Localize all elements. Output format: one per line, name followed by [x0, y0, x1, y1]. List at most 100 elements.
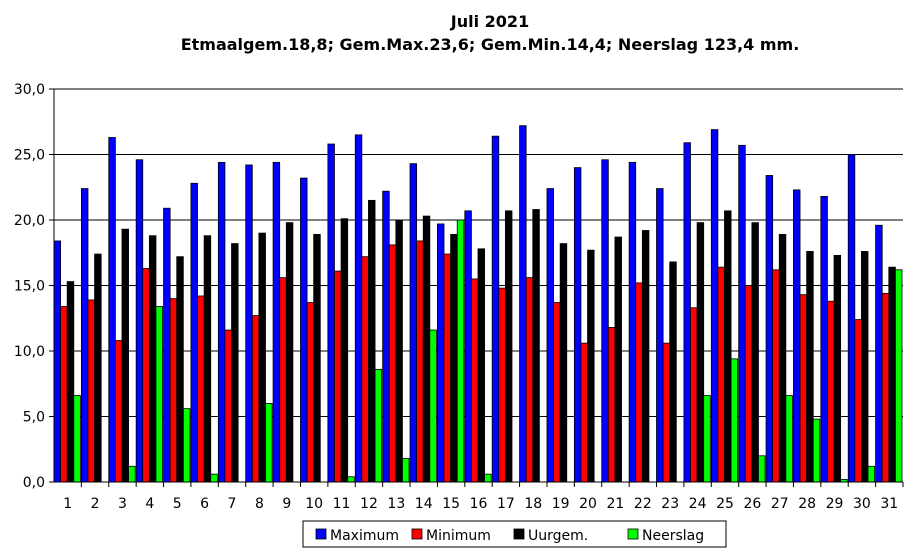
bar-uurgem — [778, 234, 787, 483]
bar-maximum — [464, 210, 472, 483]
bar-maximum — [409, 163, 418, 483]
x-tick-label: 23 — [661, 496, 679, 512]
x-tick-label: 8 — [255, 496, 264, 512]
bar-maximum — [683, 142, 691, 483]
y-tick-labels: 0,0 5,0 10,0 15,0 20,0 25,0 30,0 — [14, 82, 45, 491]
legend-label: Maximum — [330, 528, 399, 544]
bar-maximum — [163, 207, 171, 483]
chart-subtitle: Etmaalgem.18,8; Gem.Max.23,6; Gem.Min.14… — [181, 35, 800, 54]
x-tick-label: 13 — [387, 496, 405, 512]
bar-neerslag — [456, 219, 465, 483]
y-tick-label: 15,0 — [14, 279, 45, 295]
bar-minimum — [306, 302, 315, 483]
x-tick-labels: 1 2 3 4 5 6 7 8 9 10 11 12 13 14 15 16 17 18 19 20 21 22 23 24 2… — [63, 496, 898, 512]
bar-minimum — [690, 307, 698, 483]
bar-neerslag — [812, 418, 821, 483]
bar-neerslag — [703, 395, 711, 483]
x-tick-label: 17 — [497, 496, 515, 512]
bar-maximum — [437, 223, 445, 483]
bar-neerslag — [73, 395, 81, 483]
bar-maximum — [53, 240, 61, 483]
bar-uurgem — [641, 230, 650, 483]
x-tick-label: 18 — [524, 496, 542, 512]
bar-maximum — [573, 167, 582, 483]
bar-uurgem — [669, 261, 677, 483]
bar-uurgem — [532, 209, 540, 483]
y-tick-label: 0,0 — [23, 475, 45, 491]
bar-maximum — [765, 175, 774, 483]
x-tick-label: 14 — [415, 496, 433, 512]
bar-maximum — [601, 159, 609, 483]
bar-uurgem — [66, 281, 75, 483]
bar-neerslag — [210, 473, 218, 483]
x-tick-label: 26 — [743, 496, 761, 512]
bar-neerslag — [265, 402, 273, 483]
bar-uurgem — [751, 222, 759, 483]
bar-minimum — [251, 315, 260, 483]
bar-uurgem — [203, 235, 212, 483]
bar-maximum — [519, 125, 527, 483]
bar-uurgem — [176, 256, 184, 483]
bar-minimum — [142, 268, 150, 483]
bar-minimum — [580, 342, 588, 483]
bar-minimum — [443, 253, 452, 483]
bar-minimum — [744, 285, 753, 483]
bar-minimum — [799, 294, 808, 483]
bar-maximum — [546, 188, 554, 483]
legend-label: Neerslag — [642, 528, 704, 544]
bar-maximum — [217, 161, 226, 483]
bar-group — [53, 125, 903, 483]
y-tick-label: 10,0 — [14, 344, 45, 360]
x-tick-label: 10 — [305, 496, 323, 512]
bar-maximum — [354, 134, 363, 483]
x-tick-label: 9 — [282, 496, 291, 512]
bar-minimum — [635, 282, 643, 483]
x-tick-label: 27 — [771, 496, 789, 512]
bar-neerslag — [128, 465, 136, 483]
x-tick-label: 28 — [798, 496, 816, 512]
bar-uurgem — [94, 253, 102, 483]
bar-neerslag — [155, 306, 163, 483]
legend-swatch — [627, 528, 639, 540]
bar-maximum — [272, 161, 281, 483]
x-tick-label: 11 — [333, 496, 351, 512]
bar-minimum — [607, 327, 616, 483]
bar-neerslag — [895, 269, 903, 483]
bar-uurgem — [477, 248, 485, 483]
bar-uurgem — [614, 236, 622, 483]
x-tick-label: 25 — [716, 496, 734, 512]
bar-uurgem — [861, 251, 869, 483]
x-tick-label: 15 — [442, 496, 460, 512]
bar-minimum — [498, 287, 506, 483]
x-tick-label: 12 — [360, 496, 378, 512]
x-tick-label: 24 — [689, 496, 707, 512]
bar-minimum — [279, 277, 287, 483]
y-tick-label: 20,0 — [14, 213, 45, 229]
legend-swatch — [411, 528, 423, 540]
bar-maximum — [793, 189, 801, 483]
legend-swatch — [513, 528, 525, 540]
bar-neerslag — [374, 368, 383, 483]
y-tick-label: 5,0 — [23, 410, 45, 426]
legend: Maximum Minimum Uurgem. Neerslag — [302, 520, 727, 548]
bar-uurgem — [587, 249, 595, 483]
bar-maximum — [327, 143, 335, 483]
bar-uurgem — [422, 215, 431, 483]
bar-uurgem — [368, 199, 376, 483]
legend-label: Minimum — [426, 528, 491, 544]
bar-minimum — [361, 256, 369, 483]
bar-uurgem — [395, 219, 403, 483]
bar-minimum — [525, 277, 534, 483]
bar-minimum — [87, 299, 95, 483]
bar-maximum — [820, 196, 828, 483]
x-tick-label: 29 — [826, 496, 844, 512]
bar-minimum — [60, 306, 68, 483]
bar-neerslag — [730, 358, 739, 483]
x-tick-label: 21 — [607, 496, 625, 512]
bar-maximum — [656, 188, 664, 483]
bar-neerslag — [484, 473, 492, 483]
bar-neerslag — [785, 395, 793, 483]
x-tick-label: 3 — [118, 496, 127, 512]
bar-minimum — [169, 298, 178, 483]
legend-label: Uurgem. — [528, 528, 588, 544]
